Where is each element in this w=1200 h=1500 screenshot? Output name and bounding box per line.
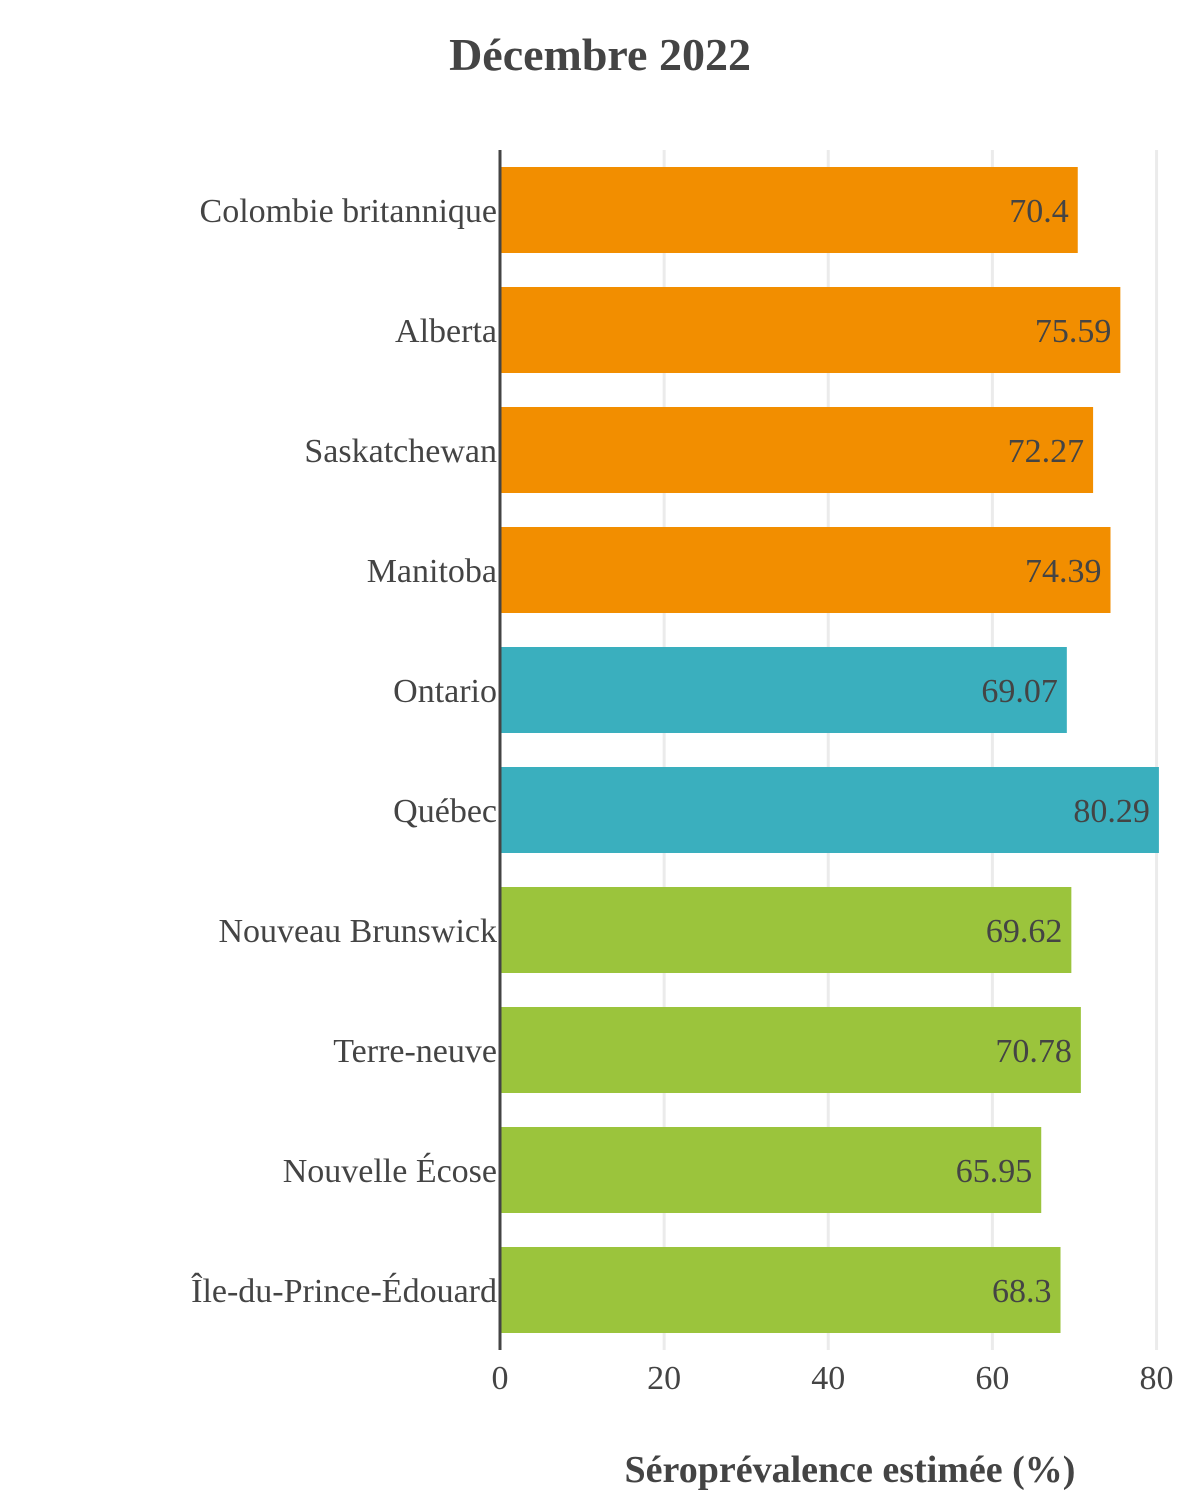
bars <box>500 167 1159 1333</box>
category-label: Québec <box>393 793 497 830</box>
category-label: Terre-neuve <box>333 1033 497 1070</box>
x-axis-title: Séroprévalence estimée (%) <box>624 1449 1076 1491</box>
bar <box>500 767 1159 853</box>
bar-value-label: 80.29 <box>1073 793 1150 830</box>
category-labels: Colombie britannique Alberta Saskatchewan M… <box>191 193 497 1310</box>
category-label: Manitoba <box>367 553 497 590</box>
category-label: Nouveau Brunswick <box>218 913 497 950</box>
bar-value-label: 70.78 <box>995 1033 1072 1070</box>
category-label: Saskatchewan <box>304 433 497 470</box>
x-tick-label: 80 <box>1140 1360 1174 1397</box>
x-tick-labels: 0 20 40 60 80 <box>492 1360 1174 1397</box>
bar <box>500 287 1121 373</box>
bar-value-label: 69.62 <box>986 913 1063 950</box>
category-label: Ontario <box>393 673 497 710</box>
bar <box>500 527 1111 613</box>
category-label: Colombie britannique <box>200 193 497 230</box>
bar-value-label: 75.59 <box>1035 313 1112 350</box>
bar-value-label: 74.39 <box>1025 553 1102 590</box>
x-tick-label: 0 <box>492 1360 509 1397</box>
bar-value-label: 72.27 <box>1008 433 1085 470</box>
category-label: Île-du-Prince-Édouard <box>191 1273 497 1310</box>
bar <box>500 1247 1061 1333</box>
bar-value-label: 68.3 <box>992 1273 1052 1310</box>
bar <box>500 167 1078 253</box>
bar <box>500 407 1094 493</box>
x-tick-label: 20 <box>647 1360 681 1397</box>
category-label: Nouvelle Écose <box>283 1153 497 1190</box>
bar <box>500 887 1072 973</box>
bar <box>500 1007 1081 1093</box>
category-label: Alberta <box>395 313 497 350</box>
x-tick-label: 40 <box>811 1360 845 1397</box>
bar-value-label: 69.07 <box>981 673 1058 710</box>
bar-value-label: 70.4 <box>1009 193 1069 230</box>
bar <box>500 647 1067 733</box>
bar <box>500 1127 1042 1213</box>
chart-title: Décembre 2022 <box>449 29 751 80</box>
value-labels: 70.4 75.59 72.27 74.39 69.07 80.29 69.62 70.78 6… <box>956 193 1150 1310</box>
bar-value-label: 65.95 <box>956 1153 1033 1190</box>
x-tick-label: 60 <box>975 1360 1009 1397</box>
